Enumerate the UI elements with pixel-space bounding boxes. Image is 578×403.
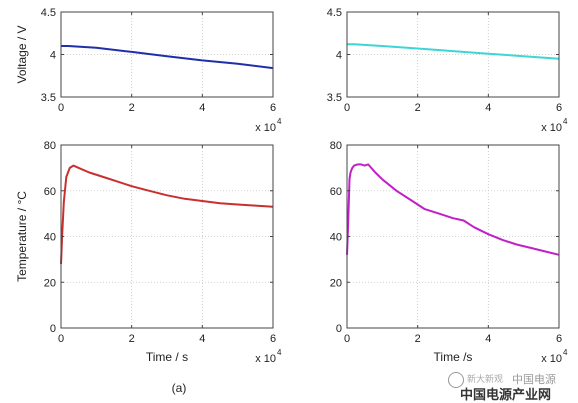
x-tick-label: 4 xyxy=(485,102,491,114)
y-tick-label: 40 xyxy=(44,232,56,244)
x-axis-label: Time / s xyxy=(146,350,188,364)
y-tick-label: 80 xyxy=(44,140,56,152)
watermark: 新大新观 中国电源 中国电源产业网 xyxy=(448,370,576,403)
x-exponent-label: 4 xyxy=(563,117,568,126)
series-line xyxy=(61,45,274,70)
x-exponent-label: 4 xyxy=(563,348,568,357)
x-tick-label: 6 xyxy=(556,102,562,114)
x-tick-label: 2 xyxy=(129,102,135,114)
x-multiplier-label: x 10 xyxy=(255,353,276,365)
x-exponent-label: 4 xyxy=(277,348,282,357)
x-tick-label: 6 xyxy=(270,333,276,345)
x-multiplier-label: x 10 xyxy=(255,122,276,134)
x-tick-label: 0 xyxy=(344,102,350,114)
watermark-logo-icon xyxy=(448,372,464,388)
y-tick-label: 3.5 xyxy=(327,92,342,104)
y-tick-label: 60 xyxy=(44,186,56,198)
x-multiplier-label: x 10 xyxy=(541,353,562,365)
y-axis-label: Temperature / °C xyxy=(15,191,29,282)
y-tick-label: 40 xyxy=(330,232,342,244)
x-tick-label: 6 xyxy=(270,102,276,114)
y-tick-label: 4 xyxy=(336,50,342,62)
watermark-small-text: 新大新观 xyxy=(467,375,504,385)
x-tick-label: 2 xyxy=(415,102,421,114)
y-tick-label: 4.5 xyxy=(41,7,56,19)
y-tick-label: 4 xyxy=(50,50,56,62)
x-tick-label: 0 xyxy=(58,102,64,114)
figure-caption: (a) xyxy=(172,381,187,395)
y-tick-label: 0 xyxy=(336,323,342,335)
series-line xyxy=(347,43,560,60)
series-line xyxy=(346,163,560,256)
y-tick-label: 20 xyxy=(330,277,342,289)
voltage-chart-cell-2: 0 2 4 63.544.5x 104 xyxy=(327,7,568,134)
y-tick-label: 20 xyxy=(44,277,56,289)
x-axis-label: Time /s xyxy=(434,350,473,364)
watermark-overlay-text: 中国电源 xyxy=(512,373,556,386)
x-tick-label: 2 xyxy=(415,333,421,345)
x-tick-label: 0 xyxy=(344,333,350,345)
y-tick-label: 0 xyxy=(50,323,56,335)
x-multiplier-label: x 10 xyxy=(541,122,562,134)
series-line xyxy=(60,164,274,264)
x-exponent-label: 4 xyxy=(277,117,282,126)
watermark-main-text: 中国电源产业网 xyxy=(460,388,552,403)
x-tick-label: 6 xyxy=(556,333,562,345)
x-tick-label: 4 xyxy=(199,102,205,114)
y-axis-label: Voltage / V xyxy=(15,25,29,83)
x-tick-label: 0 xyxy=(58,333,64,345)
x-tick-label: 2 xyxy=(129,333,135,345)
y-tick-label: 80 xyxy=(330,140,342,152)
y-tick-label: 60 xyxy=(330,186,342,198)
x-tick-label: 4 xyxy=(485,333,491,345)
x-tick-label: 4 xyxy=(199,333,205,345)
y-tick-label: 3.5 xyxy=(41,92,56,104)
y-tick-label: 4.5 xyxy=(327,7,342,19)
